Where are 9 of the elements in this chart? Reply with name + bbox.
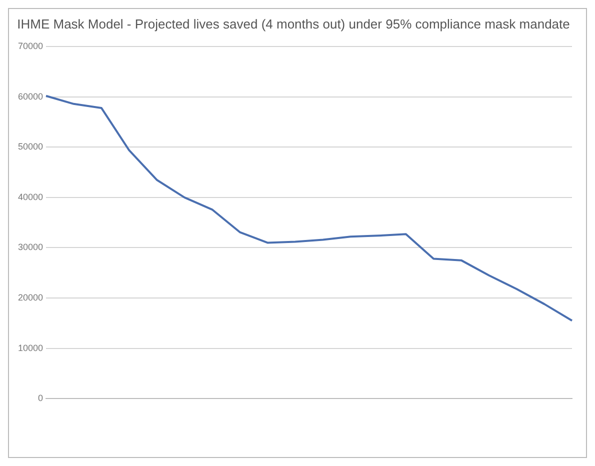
y-tick-label: 30000: [18, 242, 44, 252]
y-tick-label: 60000: [18, 91, 44, 102]
y-tick-label: 0: [38, 393, 44, 404]
y-tick-label: 40000: [18, 192, 44, 202]
y-tick-label: 10000: [18, 342, 44, 353]
y-tick-label: 70000: [18, 41, 44, 52]
y-tick-label: 50000: [18, 142, 44, 152]
chart-title: IHME Mask Model - Projected lives saved (4 months out) under 95% compliance mask mandate: [17, 16, 570, 32]
y-tick-label: 20000: [18, 292, 44, 303]
